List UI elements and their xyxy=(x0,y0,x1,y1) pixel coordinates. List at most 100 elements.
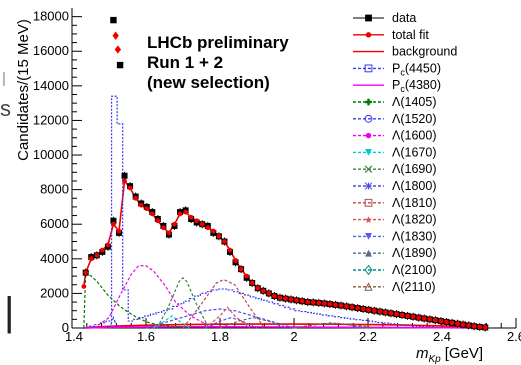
legend-marker xyxy=(364,64,373,73)
fit-point xyxy=(172,221,177,227)
series-1600 xyxy=(93,265,221,329)
legend-label-tail: (4450) xyxy=(405,61,441,75)
fit-point xyxy=(83,270,89,276)
fit-point xyxy=(294,297,299,303)
y-tick-label: 14000 xyxy=(33,78,69,93)
fit-point xyxy=(222,239,227,244)
fit-point xyxy=(188,214,194,220)
fit-point xyxy=(321,301,327,306)
legend-label-main: P xyxy=(392,61,400,75)
legend-entry: Λ(2110) xyxy=(353,280,436,294)
fit-point xyxy=(344,303,349,309)
edge-bar-top: | xyxy=(2,70,6,87)
x-tick-label: 2.4 xyxy=(433,329,451,344)
fit-point xyxy=(210,228,216,234)
legend-label: Λ(2110) xyxy=(392,280,436,294)
legend-entry: Λ(1820) xyxy=(353,213,436,227)
fit-point xyxy=(471,323,477,329)
legend-label: Λ(1670) xyxy=(392,145,436,159)
legend-entry: Λ(1830) xyxy=(353,229,436,243)
fit-point xyxy=(466,323,472,328)
fit-point xyxy=(399,312,405,318)
fit-point xyxy=(177,211,183,217)
legend-label-sub: c xyxy=(400,84,405,94)
fit-point xyxy=(416,315,422,321)
fit-point xyxy=(144,206,150,212)
legend-entry: background xyxy=(353,45,457,59)
fit-point xyxy=(327,301,333,307)
legend-entry: Λ(1890) xyxy=(353,246,436,260)
legend-entry: Λ(1810) xyxy=(353,196,436,210)
annotation-marker xyxy=(116,61,124,69)
legend-entry: Pc(4380) xyxy=(353,78,441,94)
y-tick-label: 0 xyxy=(62,320,69,335)
legend-label: Λ(2100) xyxy=(392,263,436,277)
fit-point xyxy=(216,233,222,239)
fit-point xyxy=(122,178,127,184)
legend-marker xyxy=(364,282,373,291)
y-tick-label: 4000 xyxy=(40,251,69,266)
fit-point xyxy=(338,303,344,308)
legend-entry: Λ(1690) xyxy=(353,162,436,176)
fit-point xyxy=(149,211,155,217)
legend-label-sub: c xyxy=(400,67,405,77)
legend-marker xyxy=(365,132,372,139)
axes-layer: 1.4 1.6 1.8 2 2.2 2.4 2.6 0 2000 4000 6000 8000 1000… xyxy=(33,8,521,344)
fit-point xyxy=(288,297,294,302)
legend-label: Λ(1830) xyxy=(392,229,436,243)
legend-label: Pc(4380) xyxy=(392,78,441,94)
fit-point xyxy=(183,209,188,215)
legend-marker xyxy=(364,264,373,276)
legend-label-main: P xyxy=(392,78,400,92)
fit-point xyxy=(455,321,460,327)
y-tick-label: 10000 xyxy=(33,147,69,162)
fit-point xyxy=(366,307,372,313)
y-tick-label: 6000 xyxy=(40,216,69,231)
legend-label: Λ(1820) xyxy=(392,213,436,227)
data-point xyxy=(121,172,128,179)
fit-point xyxy=(333,302,338,308)
y-tick-label: 18000 xyxy=(33,9,69,24)
fit-point xyxy=(199,221,205,227)
fit-point xyxy=(316,300,322,306)
x-axis-title-main: m xyxy=(416,345,429,362)
fit-point xyxy=(349,304,355,310)
fit-point xyxy=(238,266,244,272)
series-1520 xyxy=(106,315,121,329)
fit-point xyxy=(421,316,427,321)
legend-label: background xyxy=(392,45,457,59)
x-tick-label: 2.2 xyxy=(359,329,377,344)
legend-label: total fit xyxy=(392,28,429,42)
legend-label-tail: (4380) xyxy=(405,78,441,92)
data-points-layer xyxy=(81,171,489,332)
x-tick-label: 1.8 xyxy=(211,329,229,344)
fit-point xyxy=(305,299,311,305)
legend-entry: Λ(1405) xyxy=(353,95,436,109)
fit-point xyxy=(449,320,455,326)
legend-marker xyxy=(365,149,372,156)
legend-marker xyxy=(365,249,372,257)
series-2110 xyxy=(293,323,376,329)
legend-marker xyxy=(365,98,372,106)
series-1800 xyxy=(145,308,295,329)
fit-point xyxy=(360,306,366,312)
legend-label: Λ(1800) xyxy=(392,179,436,193)
fit-point xyxy=(266,291,272,296)
legend-entry: Pc(4450) xyxy=(353,61,441,77)
series-1830 xyxy=(204,316,258,329)
fit-point xyxy=(427,316,433,322)
data-point xyxy=(110,217,117,224)
fit-point xyxy=(127,185,133,191)
legend-label: Λ(1520) xyxy=(392,112,436,126)
fit-point xyxy=(166,230,172,236)
fit-point xyxy=(194,218,200,224)
annotation-line-2: Run 1 + 2 xyxy=(147,53,223,72)
y-tick-label: 12000 xyxy=(33,112,69,127)
fit-point xyxy=(160,225,166,231)
legend-marker xyxy=(365,32,372,38)
series-1810 xyxy=(182,278,265,329)
legend-label: Λ(1600) xyxy=(392,129,436,143)
legend-marker xyxy=(364,114,373,123)
fit-point xyxy=(405,313,410,319)
